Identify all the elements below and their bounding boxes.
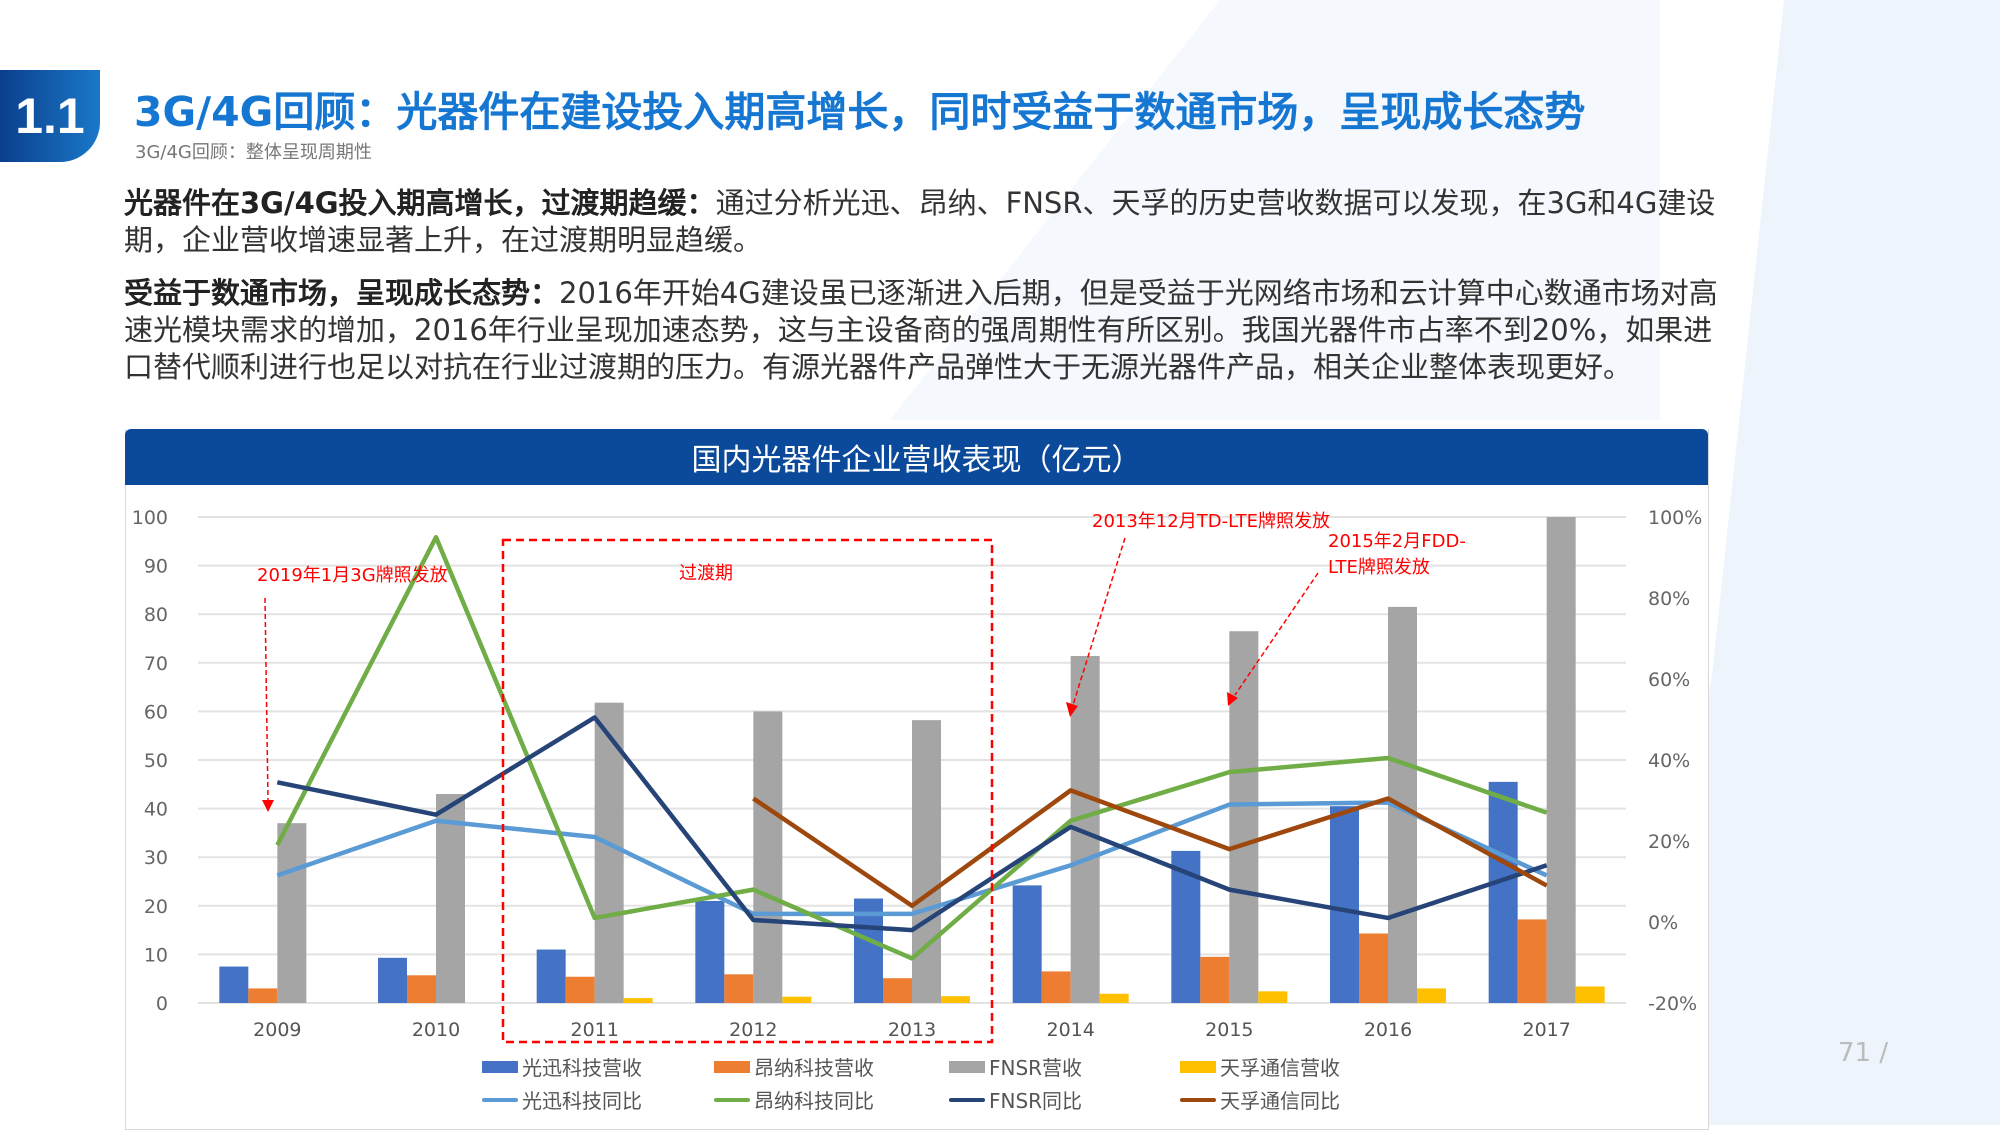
y-right-tick-label: 100% — [1648, 507, 1702, 529]
bar-天孚通信营收 — [1417, 988, 1446, 1003]
bar-天孚通信营收 — [782, 997, 811, 1003]
bar-昂纳科技营收 — [248, 988, 277, 1003]
y-left-tick-label: 100 — [132, 507, 168, 529]
annotation-transition-period: 过渡期 — [679, 561, 733, 587]
bar-光迅科技营收 — [1013, 885, 1042, 1003]
bar-昂纳科技营收 — [883, 978, 912, 1003]
bar-FNSR营收 — [1547, 517, 1576, 1003]
legend-label: 天孚通信营收 — [1220, 1052, 1340, 1081]
bar-天孚通信营收 — [941, 996, 970, 1003]
x-tick-label: 2011 — [570, 1019, 618, 1041]
y-left-tick-label: 50 — [144, 750, 168, 772]
annotation-fdd-line2: LTE牌照发放 — [1328, 557, 1430, 578]
legend-item: 天孚通信营收 — [1180, 1052, 1340, 1081]
legend-label: 光迅科技营收 — [522, 1052, 642, 1081]
legend-swatch — [949, 1098, 985, 1102]
bar-FNSR营收 — [277, 823, 306, 1003]
legend-item: 光迅科技同比 — [482, 1085, 642, 1114]
bar-天孚通信营收 — [1100, 994, 1129, 1003]
legend-swatch — [1180, 1061, 1216, 1073]
x-tick-label: 2009 — [253, 1019, 301, 1041]
x-tick-label: 2017 — [1522, 1019, 1570, 1041]
x-tick-label: 2012 — [729, 1019, 777, 1041]
bar-光迅科技营收 — [219, 967, 248, 1003]
y-left-tick-label: 30 — [144, 847, 168, 869]
annotation-td-lte-license: 2013年12月TD-LTE牌照发放 — [1092, 509, 1330, 535]
annotation-fdd-lte-license: 2015年2月FDD- LTE牌照发放 — [1328, 529, 1466, 581]
bar-昂纳科技营收 — [724, 974, 753, 1003]
bar-昂纳科技营收 — [1518, 919, 1547, 1003]
y-right-tick-label: 80% — [1648, 588, 1690, 610]
y-left-tick-label: 10 — [144, 944, 168, 966]
legend-label: 昂纳科技营收 — [754, 1052, 874, 1081]
page-number: 71 / — [1838, 1038, 1888, 1068]
y-left-tick-label: 70 — [144, 653, 168, 675]
annotation-3g-license: 2019年1月3G牌照发放 — [257, 563, 448, 589]
bar-昂纳科技营收 — [1042, 971, 1071, 1003]
y-right-tick-label: 0% — [1648, 912, 1678, 934]
y-left-tick-label: 90 — [144, 556, 168, 578]
bar-天孚通信营收 — [1258, 991, 1287, 1003]
legend-swatch — [714, 1098, 750, 1102]
legend-label: 光迅科技同比 — [522, 1085, 642, 1114]
y-left-tick-label: 80 — [144, 604, 168, 626]
y-left-tick-label: 60 — [144, 701, 168, 723]
legend-item: FNSR同比 — [949, 1085, 1082, 1114]
legend-label: 昂纳科技同比 — [754, 1085, 874, 1114]
bar-FNSR营收 — [912, 720, 941, 1003]
bar-昂纳科技营收 — [1200, 957, 1229, 1003]
legend-swatch — [1180, 1098, 1216, 1102]
y-left-tick-label: 20 — [144, 896, 168, 918]
legend-swatch — [714, 1061, 750, 1073]
legend-item: 昂纳科技同比 — [714, 1085, 874, 1114]
legend-label: FNSR同比 — [989, 1085, 1082, 1114]
legend-label: 天孚通信同比 — [1220, 1085, 1340, 1114]
bar-昂纳科技营收 — [566, 977, 595, 1003]
y-right-tick-label: 20% — [1648, 831, 1690, 853]
bar-FNSR营收 — [1229, 631, 1258, 1003]
x-tick-label: 2010 — [412, 1019, 460, 1041]
annotation-fdd-line1: 2015年2月FDD- — [1328, 531, 1466, 552]
arrowhead-icon — [262, 800, 274, 812]
legend-swatch — [482, 1061, 518, 1073]
x-tick-label: 2015 — [1205, 1019, 1253, 1041]
bar-天孚通信营收 — [1576, 986, 1605, 1003]
legend-label: FNSR营收 — [989, 1052, 1082, 1081]
legend-swatch — [949, 1061, 985, 1073]
bar-光迅科技营收 — [1330, 806, 1359, 1003]
bar-昂纳科技营收 — [1359, 934, 1388, 1003]
y-left-tick-label: 0 — [156, 993, 168, 1015]
legend-item: FNSR营收 — [949, 1052, 1082, 1081]
legend-item: 光迅科技营收 — [482, 1052, 642, 1081]
bar-光迅科技营收 — [537, 950, 566, 1003]
y-right-tick-label: 40% — [1648, 750, 1690, 772]
bar-光迅科技营收 — [378, 958, 407, 1003]
y-right-tick-label: -20% — [1648, 993, 1697, 1015]
bar-光迅科技营收 — [695, 901, 724, 1003]
x-tick-label: 2016 — [1364, 1019, 1412, 1041]
bar-天孚通信营收 — [624, 998, 653, 1003]
legend-swatch — [482, 1098, 518, 1102]
y-left-tick-label: 40 — [144, 799, 168, 821]
bar-光迅科技营收 — [1489, 782, 1518, 1003]
x-tick-label: 2014 — [1046, 1019, 1094, 1041]
annotation-arrow — [265, 598, 268, 800]
x-tick-label: 2013 — [888, 1019, 936, 1041]
bar-FNSR营收 — [753, 711, 782, 1003]
legend-item: 昂纳科技营收 — [714, 1052, 874, 1081]
legend-item: 天孚通信同比 — [1180, 1085, 1340, 1114]
bar-昂纳科技营收 — [407, 975, 436, 1003]
y-right-tick-label: 60% — [1648, 669, 1690, 691]
